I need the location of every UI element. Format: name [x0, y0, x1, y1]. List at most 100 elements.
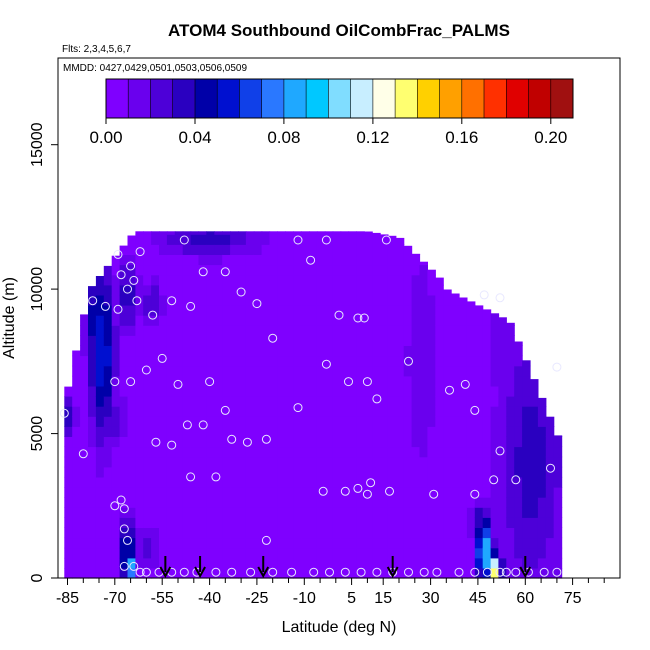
heatmap-cell — [206, 234, 215, 245]
heatmap-cell — [72, 446, 81, 458]
heatmap-cell — [348, 385, 357, 397]
heatmap-cell — [135, 476, 144, 488]
heatmap-cell — [356, 396, 365, 407]
heatmap-cell — [530, 487, 539, 498]
heatmap-cell — [222, 446, 231, 458]
heatmap-cell — [490, 325, 500, 336]
heatmap-cell — [324, 274, 334, 286]
heatmap-cell — [151, 294, 160, 306]
heatmap-cell — [253, 456, 263, 468]
heatmap-cell — [451, 507, 460, 518]
heatmap-cell — [309, 456, 318, 468]
heatmap-cell — [435, 325, 444, 336]
heatmap-cell — [443, 396, 452, 407]
heatmap-cell — [340, 507, 350, 518]
heatmap-cell — [435, 365, 444, 377]
heatmap-cell — [380, 325, 389, 336]
heatmap-cell — [482, 567, 492, 579]
heatmap-cell — [245, 537, 255, 549]
heatmap-cell — [545, 416, 555, 427]
heatmap-cell — [459, 315, 468, 326]
heatmap-cell — [427, 315, 436, 326]
heatmap-cell — [490, 375, 500, 387]
heatmap-cell — [269, 436, 278, 448]
heatmap-cell — [206, 557, 215, 569]
heatmap-cell — [466, 557, 476, 569]
heatmap-cell — [285, 537, 294, 549]
heatmap-cell — [198, 365, 207, 377]
heatmap-cell — [309, 244, 318, 255]
heatmap-cell — [261, 244, 271, 255]
heatmap-cell — [214, 355, 223, 367]
heatmap-cell — [403, 527, 413, 539]
heatmap-cell — [364, 476, 373, 488]
heatmap-cell — [245, 284, 255, 296]
heatmap-cell — [166, 517, 176, 528]
heatmap-cell — [293, 231, 302, 235]
heatmap-cell — [103, 487, 113, 498]
heatmap-cell — [182, 244, 192, 255]
heatmap-cell — [277, 254, 286, 266]
heatmap-cell — [451, 396, 460, 407]
heatmap-cell — [372, 476, 381, 488]
heatmap-cell — [143, 284, 152, 296]
heatmap-cell — [537, 487, 547, 498]
heatmap-cell — [522, 426, 531, 437]
heatmap-cell — [372, 254, 381, 266]
heatmap-cell — [301, 254, 310, 266]
heatmap-cell — [348, 527, 357, 539]
heatmap-cell — [127, 436, 136, 448]
heatmap-cell — [301, 557, 310, 569]
heatmap-cell — [159, 284, 168, 296]
heatmap-cell — [261, 537, 271, 549]
sample-point — [78, 449, 88, 459]
heatmap-cell — [530, 497, 539, 508]
heatmap-cell — [309, 294, 318, 306]
heatmap-cell — [198, 547, 207, 559]
heatmap-cell — [277, 487, 286, 498]
sample-point — [501, 567, 511, 577]
sample-point — [227, 434, 237, 444]
heatmap-cell — [356, 507, 365, 518]
heatmap-cell — [214, 436, 223, 448]
heatmap-cell — [380, 476, 389, 488]
heatmap-cell — [316, 416, 326, 427]
heatmap-cell — [387, 416, 397, 427]
heatmap-cell — [411, 507, 421, 518]
heatmap-cell — [427, 335, 436, 346]
heatmap-cell — [301, 517, 310, 528]
heatmap-cell — [214, 274, 223, 286]
heatmap-cell — [119, 345, 129, 357]
heatmap-cell — [506, 537, 515, 549]
heatmap-cell — [238, 426, 247, 437]
heatmap-cell — [293, 547, 302, 559]
heatmap-cell — [214, 557, 223, 569]
heatmap-cell — [466, 476, 476, 488]
heatmap-cell — [119, 396, 129, 407]
heatmap-cell — [198, 375, 207, 387]
heatmap-cell — [159, 305, 168, 316]
heatmap-cell — [111, 294, 121, 306]
heatmap-cell — [190, 567, 200, 579]
heatmap-cell — [348, 294, 357, 306]
sample-point — [511, 475, 521, 485]
heatmap-cell — [435, 567, 444, 579]
heatmap-cell — [372, 264, 381, 276]
heatmap-cell — [72, 557, 81, 569]
chart-title: ATOM4 Southbound OilCombFrac_PALMS — [168, 21, 510, 40]
heatmap-cell — [293, 517, 302, 528]
heatmap-cell — [214, 264, 223, 276]
heatmap-cell — [553, 507, 563, 518]
sample-point — [470, 405, 480, 415]
heatmap-cell — [474, 547, 484, 559]
heatmap-cell — [269, 567, 278, 579]
heatmap-cell — [103, 517, 113, 528]
sample-point — [539, 567, 549, 577]
heatmap-cell — [174, 325, 184, 336]
colorbar-frame — [105, 78, 574, 119]
heatmap-cell — [522, 557, 531, 569]
heatmap-cell — [498, 406, 507, 417]
sample-point — [344, 377, 353, 387]
heatmap-cell — [269, 335, 278, 346]
heatmap-cell — [506, 456, 515, 468]
